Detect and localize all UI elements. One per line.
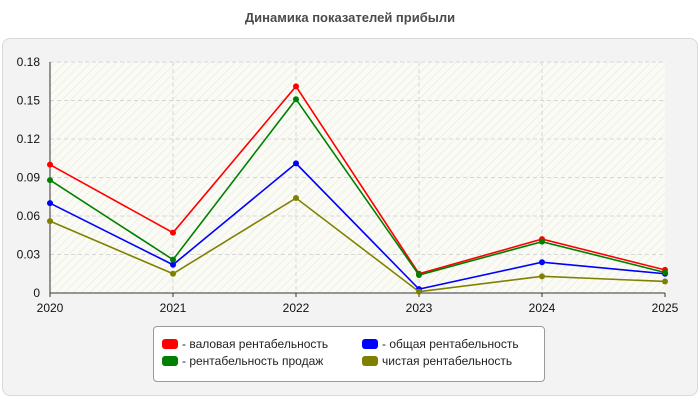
y-tick-label: 0.06 [17,209,41,223]
legend-swatch [362,356,378,366]
series-line-1 [49,162,666,291]
series-lines [47,83,668,295]
x-tick-label: 2020 [37,301,64,315]
legend-label: - рентабельность продаж [182,354,324,368]
legend-label: чистая рентабельность [382,354,513,368]
data-point [539,259,545,266]
data-point [47,218,53,225]
data-point [662,269,668,276]
legend-item: - валовая рентабельность [162,337,362,351]
data-point [662,278,668,285]
legend-item: - рентабельность продаж [162,354,362,368]
data-point [170,256,176,263]
legend-item: чистая рентабельность [362,354,542,368]
grid-lines [50,61,665,293]
y-tick-label: 0 [33,286,40,300]
y-tick-label: 0.15 [17,94,41,108]
data-point [539,238,545,245]
data-point [47,161,53,168]
legend-swatch [362,339,378,349]
data-point [47,177,53,184]
data-point [293,83,299,90]
data-point [293,160,299,167]
legend-swatch [162,339,178,349]
data-point [416,272,422,279]
x-tick-label: 2025 [652,301,679,315]
data-point [293,96,299,103]
y-tick-label: 0.18 [17,55,41,69]
legend: - валовая рентабельность - общая рентабел… [153,326,545,382]
y-tick-label: 0.09 [17,171,41,185]
series-line-2 [49,97,666,276]
x-tick-label: 2023 [406,301,433,315]
x-tick-label: 2024 [529,301,556,315]
x-tick-label: 2022 [283,301,310,315]
chart-title: Динамика показателей прибыли [244,10,456,25]
data-point [170,261,176,268]
data-point [539,273,545,280]
tick-labels: 0 0.03 0.06 0.09 0.12 0.15 0.18 2020 2021 2022 202… [17,55,679,315]
x-tick-label: 2021 [160,301,187,315]
legend-label: - валовая рентабельность [182,337,329,351]
data-point [170,270,176,277]
data-point [416,288,422,295]
legend-label: - общая рентабельность [382,337,519,351]
legend-item: - общая рентабельность [362,337,542,351]
data-point [47,200,53,207]
legend-swatch [162,356,178,366]
y-tick-label: 0.03 [17,248,41,262]
series-line-3 [49,197,666,293]
series-line-0 [49,85,666,275]
data-point [170,229,176,236]
data-point [293,195,299,202]
y-tick-label: 0.12 [17,132,41,146]
